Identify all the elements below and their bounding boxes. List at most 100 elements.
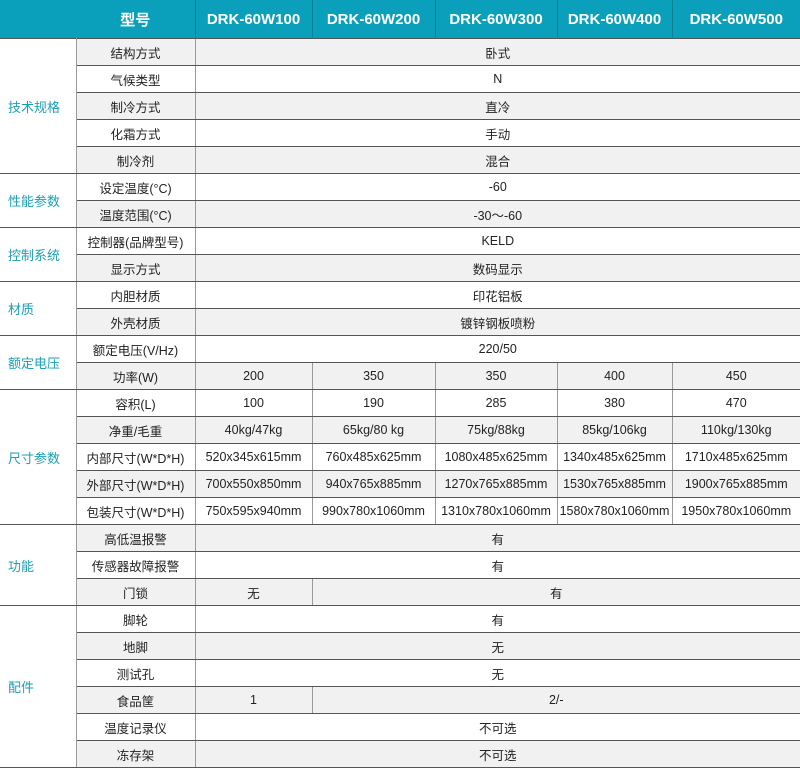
table-row: 食品筐 1 2/-	[0, 686, 800, 714]
value-cell: 无	[194, 578, 313, 606]
row-label: 额定电压(V/Hz)	[75, 335, 196, 363]
model-header: DRK-60W500	[671, 0, 800, 39]
value-cell: 1	[194, 686, 313, 714]
value-cell: 700x550x850mm	[194, 470, 313, 498]
category-label: 配件	[0, 605, 77, 768]
value-cell: 350	[311, 362, 436, 390]
row-label: 外壳材质	[75, 308, 196, 336]
value-cell: 65kg/80 kg	[311, 416, 436, 444]
row-label: 制冷方式	[75, 92, 196, 120]
table-row: 功能 高低温报警有	[0, 524, 800, 606]
model-header: DRK-60W300	[434, 0, 558, 39]
category-label: 材质	[0, 281, 77, 336]
table-row: 温度范围(°C) -30～-60	[0, 200, 800, 228]
value-cell: 990x780x1060mm	[311, 497, 436, 525]
value-cell: 不可选	[194, 713, 800, 741]
value-cell: 1080x485x625mm	[434, 443, 558, 471]
value-cell: 40kg/47kg	[194, 416, 313, 444]
model-header-label: 型号	[0, 0, 196, 39]
value-cell: 2/-	[311, 686, 800, 714]
row-label: 制冷剂	[75, 146, 196, 174]
value-cell: 有	[194, 605, 800, 633]
table-row: 制冷剂 混合	[0, 146, 800, 174]
model-header: DRK-60W400	[556, 0, 673, 39]
table-row: 技术规格 结构方式 卧式	[0, 38, 800, 174]
row-label: 化霜方式	[75, 119, 196, 147]
table-row: 地脚无	[0, 632, 800, 660]
value-cell: 350	[434, 362, 558, 390]
value-cell: 200	[194, 362, 313, 390]
value-cell: 不可选	[194, 740, 800, 768]
value-cell: -60	[194, 173, 800, 201]
value-cell: 有	[311, 578, 800, 606]
table-row: 尺寸参数 容积(L) 100 190 285 380 470	[0, 389, 800, 525]
table-row: 门锁无有	[0, 578, 800, 606]
row-label: 冻存架	[75, 740, 196, 768]
value-cell: 1310x780x1060mm	[434, 497, 558, 525]
table-row: 功率(W) 200 350 350 400 450	[0, 362, 800, 390]
row-label: 容积(L)	[75, 389, 196, 417]
value-cell: -30～-60	[194, 200, 800, 228]
value-cell: 470	[671, 389, 800, 417]
value-cell: 手动	[194, 119, 800, 147]
table-row: 性能参数 设定温度(°C) -60	[0, 173, 800, 228]
model-header: DRK-60W100	[194, 0, 313, 39]
value-cell: 1710x485x625mm	[671, 443, 800, 471]
value-cell: 直冷	[194, 92, 800, 120]
value-cell: 285	[434, 389, 558, 417]
table-row: 外部尺寸(W*D*H) 700x550x850mm 940x765x885mm 127…	[0, 470, 800, 498]
category-label: 控制系统	[0, 227, 77, 282]
value-cell: 数码显示	[194, 254, 800, 282]
table-row: 化霜方式 手动	[0, 119, 800, 147]
table-row: 包装尺寸(W*D*H) 750x595x940mm 990x780x1060mm 13…	[0, 497, 800, 525]
row-label: 包装尺寸(W*D*H)	[75, 497, 196, 525]
table-row: 净重/毛重 40kg/47kg 65kg/80 kg 75kg/88kg 85kg/10…	[0, 416, 800, 444]
value-cell: 75kg/88kg	[434, 416, 558, 444]
value-cell: 镀锌钢板喷粉	[194, 308, 800, 336]
value-cell: 400	[556, 362, 673, 390]
row-label: 结构方式	[75, 38, 196, 66]
value-cell: 110kg/130kg	[671, 416, 800, 444]
row-label: 外部尺寸(W*D*H)	[75, 470, 196, 498]
table-row: 温度记录仪 不可选	[0, 713, 800, 741]
value-cell: 760x485x625mm	[311, 443, 436, 471]
row-label: 高低温报警	[75, 524, 196, 552]
value-cell: 190	[311, 389, 436, 417]
row-label: 传感器故障报警	[75, 551, 196, 579]
value-cell: 1270x765x885mm	[434, 470, 558, 498]
row-label: 内部尺寸(W*D*H)	[75, 443, 196, 471]
table-row: 额定电压 额定电压(V/Hz) 220/50	[0, 335, 800, 390]
value-cell: 450	[671, 362, 800, 390]
value-cell: 520x345x615mm	[194, 443, 313, 471]
spec-table-body: 技术规格 结构方式 卧式 气候类型 N 制冷方式 直冷 化霜方式 手动 制冷剂 混合 性能参数 设定温度…	[0, 38, 800, 768]
value-cell: 1580x780x1060mm	[556, 497, 673, 525]
table-row: 外壳材质 镀锌钢板喷粉	[0, 308, 800, 336]
row-label: 控制器(品牌型号)	[75, 227, 196, 255]
table-row: 冻存架 不可选	[0, 740, 800, 768]
value-cell: 1530x765x885mm	[556, 470, 673, 498]
row-label: 测试孔	[75, 659, 196, 687]
row-label: 食品筐	[75, 686, 196, 714]
value-cell: KELD	[194, 227, 800, 255]
category-label: 额定电压	[0, 335, 77, 390]
value-cell: 卧式	[194, 38, 800, 66]
value-cell: 无	[194, 632, 800, 660]
row-label: 设定温度(°C)	[75, 173, 196, 201]
row-label: 净重/毛重	[75, 416, 196, 444]
row-label: 地脚	[75, 632, 196, 660]
row-label: 显示方式	[75, 254, 196, 282]
table-row: 控制系统 控制器(品牌型号) KELD	[0, 227, 800, 282]
row-label: 内胆材质	[75, 281, 196, 309]
value-cell: 印花铝板	[194, 281, 800, 309]
value-cell: 220/50	[194, 335, 800, 363]
value-cell: 混合	[194, 146, 800, 174]
category-label: 性能参数	[0, 173, 77, 228]
category-label: 功能	[0, 524, 77, 606]
table-row: 内部尺寸(W*D*H) 520x345x615mm 760x485x625mm 108…	[0, 443, 800, 471]
table-row: 气候类型 N	[0, 65, 800, 93]
value-cell: 380	[556, 389, 673, 417]
value-cell: N	[194, 65, 800, 93]
value-cell: 有	[194, 551, 800, 579]
table-row: 材质 内胆材质 印花铝板	[0, 281, 800, 336]
header-row: 型号 DRK-60W100 DRK-60W200 DRK-60W300 DRK-…	[0, 0, 800, 39]
